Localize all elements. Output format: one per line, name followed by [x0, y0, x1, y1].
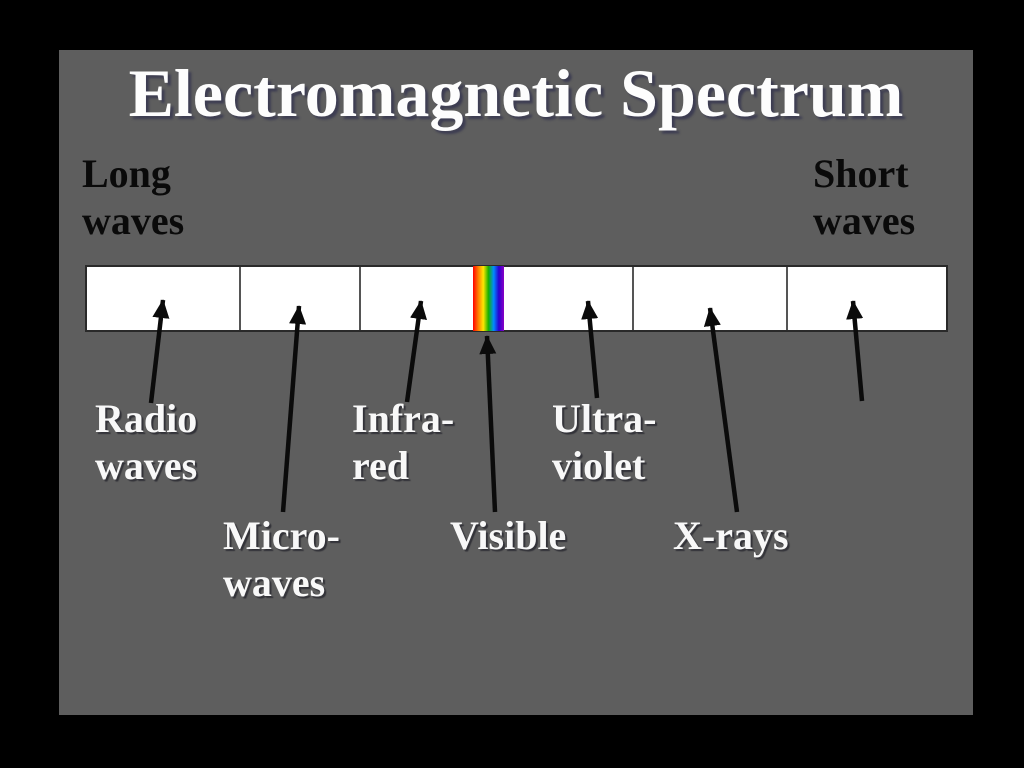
band-label-infrared: Infra- red [352, 395, 454, 489]
bar-divider-xray-gamma [786, 267, 788, 330]
band-label-micro-line2: waves [223, 560, 326, 605]
band-label-infrared-line1: Infra- [352, 396, 455, 441]
short-waves-line2: waves [813, 198, 916, 243]
long-waves-label: Long waves [82, 150, 184, 244]
arrow-micro [280, 305, 307, 513]
slide-title: Electromagnetic Spectrum [128, 55, 904, 131]
band-label-visible-line1: Visible [450, 513, 567, 558]
slide: Electromagnetic Spectrum Long waves Shor… [59, 50, 973, 715]
arrow-xray [703, 307, 740, 513]
band-label-xray: X-rays [673, 512, 789, 559]
visible-light-strip [473, 266, 504, 331]
band-label-ultraviolet-line1: Ultra- [552, 396, 657, 441]
band-label-visible: Visible [450, 512, 566, 559]
band-label-ultraviolet-line2: violet [552, 443, 646, 488]
spectrum-bar [85, 265, 948, 332]
band-label-radio: Radio waves [95, 395, 197, 489]
bar-divider-ultraviolet-xray [632, 267, 634, 330]
short-waves-line1: Short [813, 151, 909, 196]
band-label-radio-line1: Radio [95, 396, 198, 441]
bar-divider-radio-micro [239, 267, 241, 330]
long-waves-line1: Long [82, 151, 171, 196]
band-label-micro-line1: Micro- [223, 513, 340, 558]
long-waves-line2: waves [82, 198, 185, 243]
band-label-micro: Micro- waves [223, 512, 340, 606]
band-label-ultraviolet: Ultra- violet [552, 395, 656, 489]
band-label-radio-line2: waves [95, 443, 198, 488]
bar-divider-micro-infrared [359, 267, 361, 330]
arrow-visible [479, 335, 498, 513]
band-label-xray-line1: X-rays [673, 513, 789, 558]
short-waves-label: Short waves [813, 150, 915, 244]
band-label-infrared-line2: red [352, 443, 410, 488]
